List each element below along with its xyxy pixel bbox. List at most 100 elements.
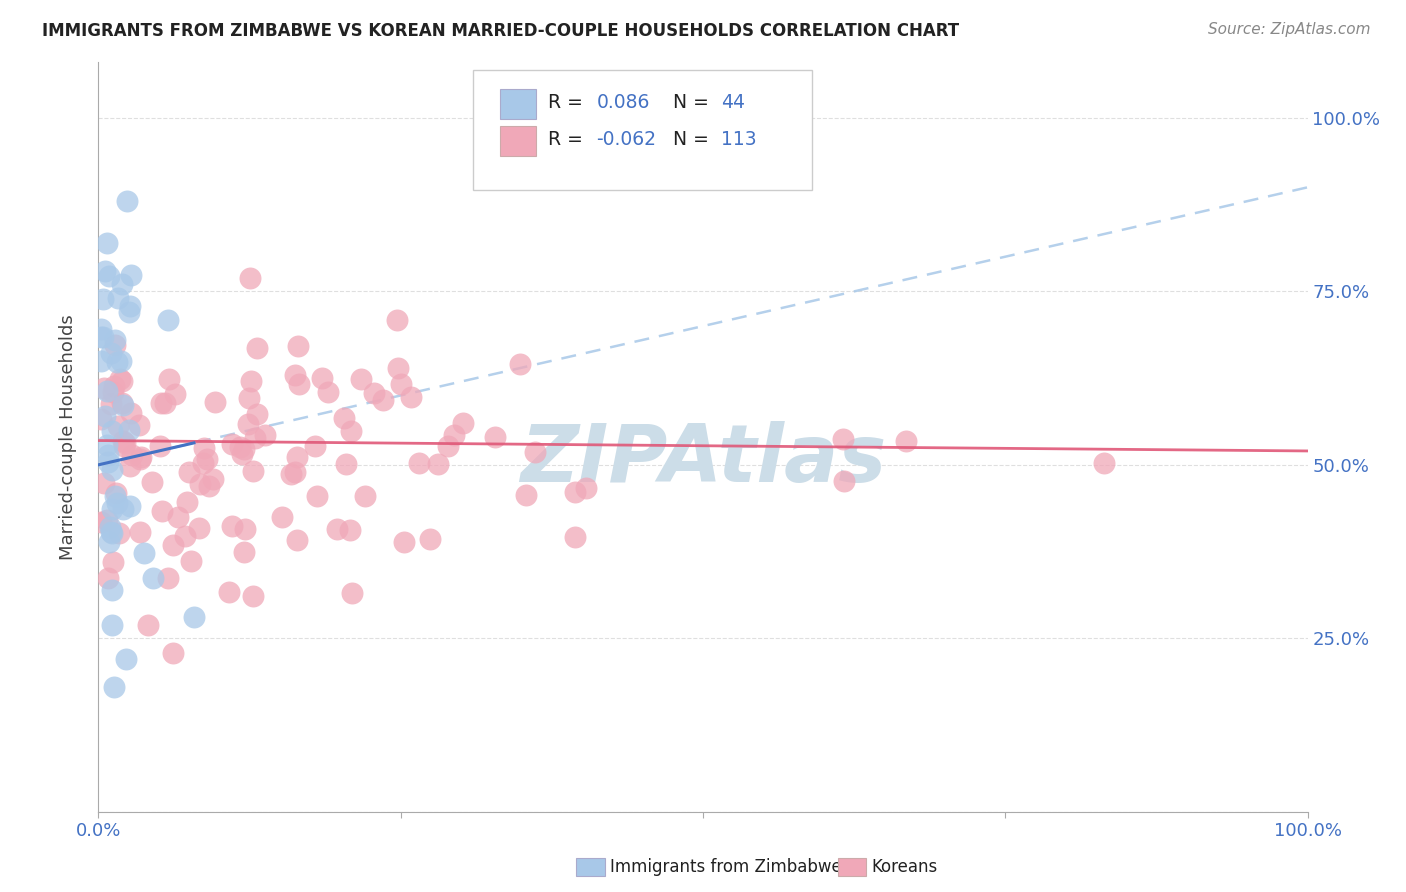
Point <box>387 361 409 376</box>
Point <box>232 545 254 559</box>
Point <box>894 434 917 449</box>
Point <box>287 339 309 353</box>
Point <box>246 342 269 356</box>
Point <box>101 502 124 516</box>
Point <box>385 313 408 327</box>
Point <box>188 477 211 491</box>
Point <box>107 526 129 541</box>
Point <box>509 357 531 371</box>
Text: 0.086: 0.086 <box>596 93 650 112</box>
Point <box>111 398 134 412</box>
Point <box>162 646 184 660</box>
Point <box>832 433 855 447</box>
Point <box>239 271 262 285</box>
Point <box>115 652 138 666</box>
Point <box>832 474 855 488</box>
Point <box>339 523 361 537</box>
Point <box>103 379 125 393</box>
Point <box>149 439 172 453</box>
Point <box>242 464 264 478</box>
Text: R =: R = <box>548 93 589 112</box>
Text: Source: ZipAtlas.com: Source: ZipAtlas.com <box>1208 22 1371 37</box>
Point <box>129 450 152 465</box>
Point <box>218 585 240 599</box>
Point <box>90 330 112 344</box>
Point <box>117 194 139 209</box>
Point <box>134 546 156 560</box>
Point <box>198 479 221 493</box>
Point <box>394 534 416 549</box>
Point <box>179 465 201 479</box>
Point <box>195 451 218 466</box>
Point <box>363 385 385 400</box>
Point <box>350 372 373 386</box>
Point <box>193 442 215 456</box>
Point <box>118 499 141 513</box>
Point <box>221 519 243 533</box>
Point <box>180 554 202 568</box>
Point <box>287 376 309 391</box>
Point <box>103 680 125 694</box>
Text: Immigrants from Zimbabwe: Immigrants from Zimbabwe <box>610 858 842 876</box>
Point <box>335 458 357 472</box>
Point <box>101 525 124 540</box>
Point <box>451 416 474 430</box>
Point <box>98 534 121 549</box>
Point <box>408 456 430 470</box>
Point <box>311 370 333 384</box>
Point <box>97 269 120 284</box>
Point <box>114 436 136 450</box>
Point <box>138 618 160 632</box>
Point <box>118 299 141 313</box>
Point <box>91 292 114 306</box>
Point <box>246 407 269 421</box>
Point <box>233 442 256 456</box>
Point <box>96 513 118 527</box>
Point <box>97 455 120 469</box>
Point <box>523 445 546 459</box>
Point <box>285 533 308 548</box>
Text: 113: 113 <box>721 130 756 149</box>
Point <box>187 521 209 535</box>
Y-axis label: Married-couple Households: Married-couple Households <box>59 314 77 560</box>
Point <box>333 410 356 425</box>
Point <box>103 385 125 400</box>
Text: -0.062: -0.062 <box>596 130 657 149</box>
Point <box>201 472 224 486</box>
Point <box>280 467 302 481</box>
Point <box>100 524 122 539</box>
Point <box>342 586 364 600</box>
Point <box>101 424 124 438</box>
Point <box>103 555 125 569</box>
Text: N =: N = <box>672 130 714 149</box>
Point <box>101 463 124 477</box>
Point <box>564 530 586 544</box>
Point <box>141 475 163 489</box>
Point <box>176 495 198 509</box>
Point <box>242 589 264 603</box>
Point <box>104 489 127 503</box>
Point <box>304 439 326 453</box>
Point <box>118 423 141 437</box>
Point <box>100 582 122 597</box>
Point <box>233 522 256 536</box>
Point <box>111 501 134 516</box>
Point <box>437 439 460 453</box>
Bar <box>501 88 536 119</box>
Point <box>107 419 129 434</box>
Point <box>204 394 226 409</box>
Point <box>231 447 253 461</box>
Point <box>153 396 176 410</box>
Point <box>142 571 165 585</box>
Text: R =: R = <box>548 130 589 149</box>
Point <box>157 372 180 386</box>
Point <box>284 368 307 383</box>
Point <box>150 396 173 410</box>
Point <box>163 387 186 401</box>
Point <box>515 488 537 502</box>
Point <box>191 456 214 470</box>
Point <box>285 450 308 464</box>
Point <box>100 346 122 360</box>
Text: Koreans: Koreans <box>872 858 938 876</box>
Point <box>100 397 122 411</box>
